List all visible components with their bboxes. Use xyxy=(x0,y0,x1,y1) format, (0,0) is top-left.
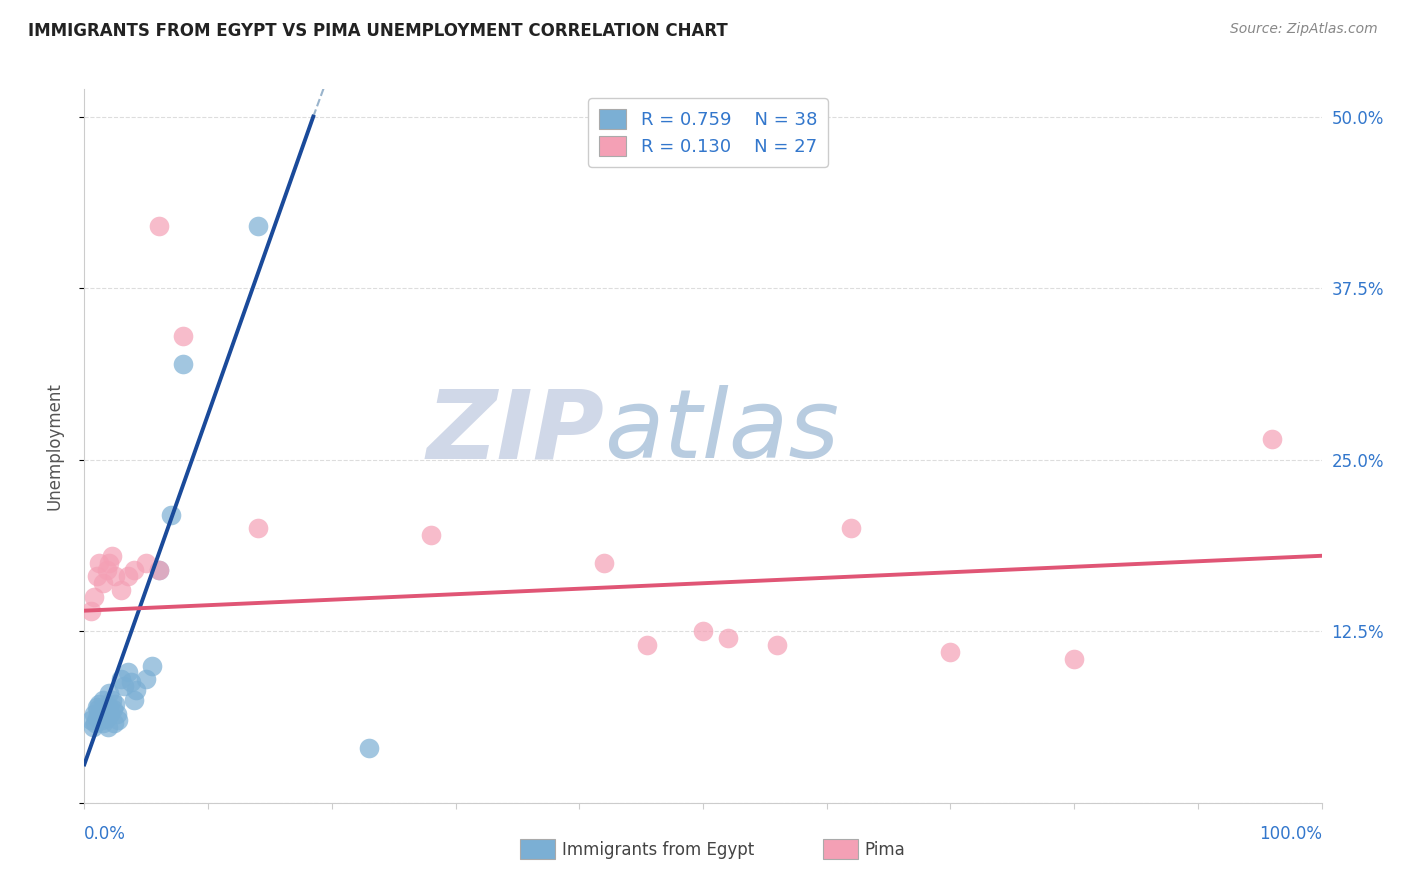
Point xyxy=(84,716,107,731)
Text: Source: ZipAtlas.com: Source: ZipAtlas.com xyxy=(1230,22,1378,37)
Point xyxy=(100,549,122,563)
Point xyxy=(89,706,111,721)
Point xyxy=(172,357,194,371)
Text: Immigrants from Egypt: Immigrants from Egypt xyxy=(562,841,755,859)
Point xyxy=(91,576,114,591)
Point xyxy=(125,683,148,698)
Point xyxy=(122,693,145,707)
Point xyxy=(89,556,111,570)
Point xyxy=(419,528,441,542)
Point xyxy=(112,679,135,693)
Text: ZIP: ZIP xyxy=(426,385,605,478)
Point xyxy=(120,675,142,690)
Point xyxy=(939,645,962,659)
Point xyxy=(148,219,170,234)
Legend: R = 0.759    N = 38, R = 0.130    N = 27: R = 0.759 N = 38, R = 0.130 N = 27 xyxy=(588,98,828,167)
Point xyxy=(101,702,124,716)
Text: 0.0%: 0.0% xyxy=(84,825,127,843)
Point xyxy=(79,604,101,618)
Point xyxy=(766,638,789,652)
Point xyxy=(148,562,170,576)
Point xyxy=(357,740,380,755)
Point xyxy=(98,556,121,570)
Point xyxy=(100,693,122,707)
Point xyxy=(117,665,139,680)
Point xyxy=(82,720,104,734)
Point xyxy=(86,569,108,583)
Point xyxy=(96,711,118,725)
Point xyxy=(98,686,121,700)
Point xyxy=(160,508,183,522)
Point xyxy=(79,714,101,728)
Point xyxy=(172,329,194,343)
Point xyxy=(98,699,121,714)
Point xyxy=(148,562,170,576)
Text: Pima: Pima xyxy=(865,841,905,859)
Point xyxy=(246,521,269,535)
Point xyxy=(98,706,121,721)
Point xyxy=(141,658,163,673)
Point xyxy=(636,638,658,652)
Point xyxy=(135,673,157,687)
Point xyxy=(107,714,129,728)
Point xyxy=(93,709,115,723)
Text: 100.0%: 100.0% xyxy=(1258,825,1322,843)
Point xyxy=(246,219,269,234)
Point xyxy=(90,714,112,728)
Point xyxy=(87,702,110,716)
Point xyxy=(110,583,132,598)
Point xyxy=(692,624,714,639)
Point xyxy=(135,556,157,570)
Point xyxy=(94,702,117,716)
Point xyxy=(91,693,114,707)
Point xyxy=(104,569,127,583)
Point xyxy=(105,706,128,721)
Point xyxy=(1063,651,1085,665)
Point xyxy=(841,521,863,535)
Y-axis label: Unemployment: Unemployment xyxy=(45,382,63,510)
Point xyxy=(717,631,740,645)
Text: atlas: atlas xyxy=(605,385,839,478)
Point xyxy=(110,673,132,687)
Point xyxy=(83,590,105,604)
Point xyxy=(91,716,114,731)
Point xyxy=(89,697,111,711)
Point xyxy=(96,562,118,576)
Point xyxy=(86,711,108,725)
Point xyxy=(103,716,125,731)
Point xyxy=(117,569,139,583)
Point xyxy=(1261,432,1284,446)
Point xyxy=(97,720,120,734)
Point xyxy=(104,697,127,711)
Text: IMMIGRANTS FROM EGYPT VS PIMA UNEMPLOYMENT CORRELATION CHART: IMMIGRANTS FROM EGYPT VS PIMA UNEMPLOYME… xyxy=(28,22,728,40)
Point xyxy=(86,699,108,714)
Point xyxy=(83,706,105,721)
Point xyxy=(593,556,616,570)
Point xyxy=(122,562,145,576)
